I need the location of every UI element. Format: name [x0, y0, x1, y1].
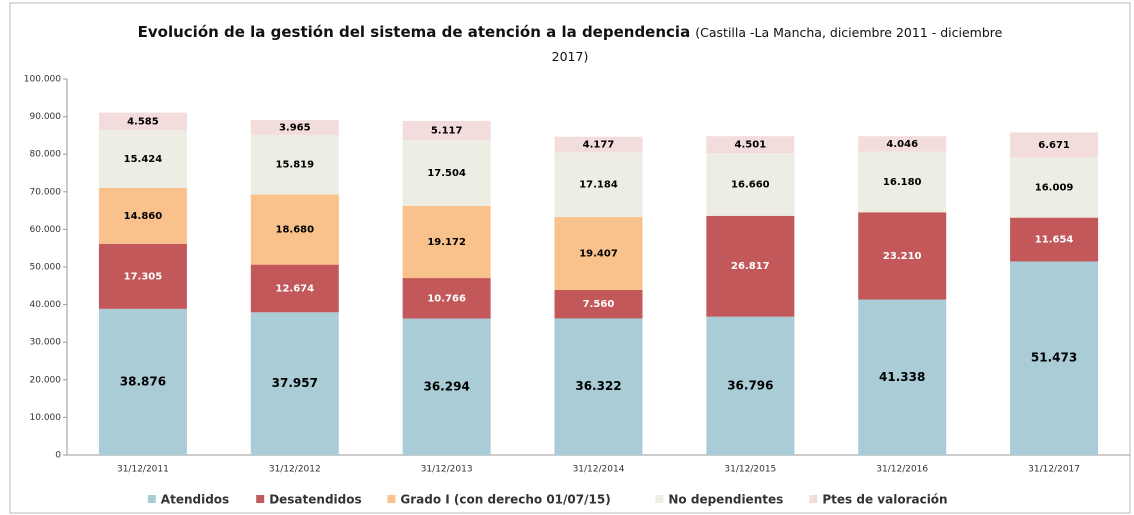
bar-segment	[402, 120, 491, 141]
bar-segment	[98, 129, 187, 188]
bar-segment	[250, 194, 339, 265]
value-label: 3.965	[279, 122, 311, 133]
bar-segment	[1010, 261, 1099, 455]
legend-swatch	[256, 495, 265, 503]
bar-segment	[98, 187, 187, 244]
value-label: 14.860	[124, 211, 163, 222]
value-label: 7.560	[583, 299, 615, 310]
value-label: 17.504	[427, 168, 466, 179]
value-label: 19.407	[579, 249, 618, 260]
value-label: 15.819	[275, 160, 314, 171]
value-label: 16.180	[883, 177, 922, 188]
value-label: 6.671	[1038, 140, 1070, 151]
bar-segment	[858, 212, 947, 300]
bar-segment	[402, 278, 491, 319]
bar-segment	[98, 112, 187, 130]
chart-title: Evolución de la gestión del sistema de a…	[137, 23, 691, 41]
legend-label: Desatendidos	[269, 493, 361, 507]
bar-segment	[1010, 132, 1099, 158]
bar-segment	[250, 312, 339, 455]
bar-segment	[858, 299, 947, 455]
value-label: 10.766	[427, 293, 466, 304]
bar-segment	[706, 215, 795, 317]
chart-border	[9, 2, 1131, 514]
bar-segment	[554, 318, 643, 455]
bar-segment	[554, 136, 643, 153]
bar-segment	[402, 318, 491, 455]
legend-swatch	[809, 495, 818, 503]
bar-segment	[858, 136, 947, 152]
y-tick-label: 30.000	[30, 338, 62, 348]
bar-segment	[706, 136, 795, 154]
x-tick-label: 31/12/2011	[117, 465, 169, 475]
x-tick-label: 31/12/2013	[421, 465, 473, 475]
value-label: 17.305	[124, 271, 163, 282]
legend-label: No dependientes	[668, 493, 783, 507]
title-block: Evolución de la gestión del sistema de a…	[120, 20, 1020, 68]
bar-segment	[98, 243, 187, 309]
value-label: 23.210	[883, 251, 922, 262]
value-label: 36.796	[727, 378, 773, 392]
bar-segment	[1010, 217, 1099, 262]
value-label: 51.473	[1031, 351, 1077, 365]
y-tick-label: 90.000	[30, 112, 62, 122]
value-label: 11.654	[1035, 235, 1074, 246]
bar-segment	[402, 140, 491, 206]
bar-segment	[706, 316, 795, 455]
value-label: 36.294	[423, 379, 469, 393]
legend-swatch	[655, 495, 664, 503]
value-label: 4.501	[735, 140, 767, 151]
value-label: 5.117	[431, 126, 463, 137]
value-label: 4.585	[127, 116, 159, 127]
bar-segment	[250, 264, 339, 313]
bar-segment	[554, 217, 643, 291]
x-tick-label: 31/12/2015	[724, 465, 776, 475]
bar-segment	[98, 308, 187, 455]
value-label: 16.009	[1035, 183, 1074, 194]
value-label: 15.424	[124, 154, 163, 165]
bar-segment	[250, 134, 339, 195]
x-tick-label: 31/12/2016	[876, 465, 928, 475]
x-tick-label: 31/12/2017	[1028, 465, 1080, 475]
bar-segment	[250, 120, 339, 135]
value-label: 12.674	[275, 283, 314, 294]
bar-segment	[554, 290, 643, 319]
chart-subtitle: (Castilla -La Mancha, diciembre 2011 - d…	[551, 25, 1003, 64]
value-label: 38.876	[120, 374, 166, 388]
value-label: 18.680	[275, 225, 314, 236]
y-tick-label: 100.000	[24, 75, 61, 85]
value-label: 4.046	[886, 139, 918, 150]
value-label: 16.660	[731, 179, 770, 190]
value-label: 37.957	[272, 376, 318, 390]
y-tick-label: 10.000	[30, 413, 62, 423]
x-tick-label: 31/12/2012	[269, 465, 321, 475]
value-label: 26.817	[731, 261, 770, 272]
y-tick-label: 0	[55, 451, 61, 461]
y-tick-label: 60.000	[30, 225, 62, 235]
bar-segment	[706, 153, 795, 216]
legend-swatch	[387, 495, 396, 503]
value-label: 17.184	[579, 180, 618, 191]
value-label: 41.338	[879, 370, 925, 384]
value-label: 36.322	[575, 379, 621, 393]
legend-label: Ptes de valoración	[822, 493, 947, 507]
value-label: 19.172	[427, 237, 466, 248]
legend-label: Grado I (con derecho 01/07/15)	[400, 493, 610, 507]
bar-segment	[1010, 157, 1099, 218]
y-tick-label: 50.000	[30, 263, 62, 273]
x-tick-label: 31/12/2014	[573, 465, 625, 475]
y-tick-label: 70.000	[30, 187, 62, 197]
bar-segment	[554, 152, 643, 218]
value-label: 4.177	[583, 140, 615, 151]
y-tick-label: 80.000	[30, 150, 62, 160]
bar-segment	[858, 151, 947, 213]
y-tick-label: 40.000	[30, 300, 62, 310]
y-tick-label: 20.000	[30, 375, 62, 385]
legend-swatch	[147, 495, 156, 503]
legend-label: Atendidos	[161, 493, 229, 507]
bar-segment	[402, 205, 491, 279]
